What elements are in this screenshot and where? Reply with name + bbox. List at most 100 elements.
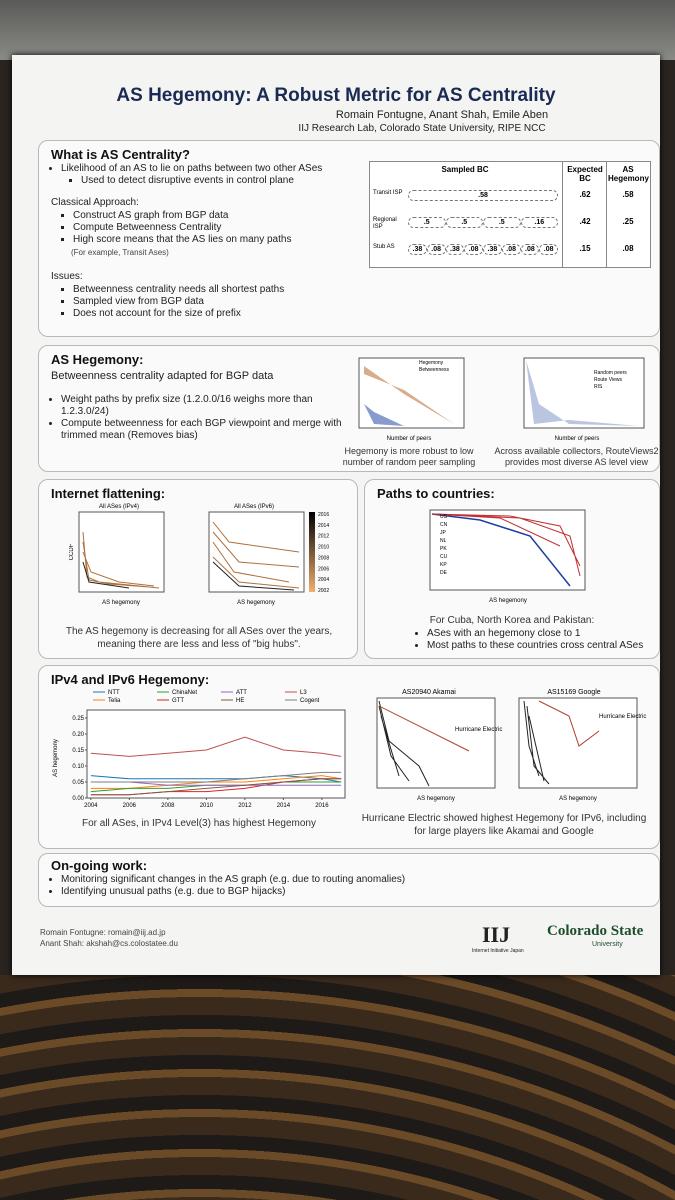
series-line	[90, 781, 342, 786]
contact: Romain Fontugne: romain@iij.ad.jp	[40, 928, 166, 937]
mini-chart: Number of peers Random peers Route Views…	[523, 357, 645, 442]
colorbar-ticks: 2016 2014 2012 2010 2008 2006 2004 2002	[318, 512, 329, 594]
table-cell: .62	[579, 190, 591, 199]
iij-logo: IIJ	[482, 922, 511, 947]
list-item: Most paths to these countries cross cent…	[427, 640, 667, 652]
y-tick-label: 0.20	[72, 732, 84, 738]
legend-label: DE	[440, 570, 448, 576]
legend-label: Cogent	[300, 698, 320, 704]
list-item: High score means that the AS lies on man…	[73, 234, 373, 246]
colorbar-tick: 2004	[318, 577, 329, 583]
csu-subtitle: University	[592, 941, 623, 948]
affiliation: IIJ Research Lab, Colorado State Univers…	[298, 123, 546, 134]
flattening-box: Internet flattening: All ASes (IPv4) All…	[38, 479, 358, 659]
list-item: Sampled view from BGP data	[73, 296, 373, 308]
plot-frame	[376, 697, 496, 789]
csu-logo: Colorado State	[547, 923, 644, 939]
band	[364, 404, 404, 426]
approach-title: Classical Approach:	[51, 197, 139, 208]
ipv-box: IPv4 and IPv6 Hegemony: 0.00 0.05 0.10 0.15…	[38, 665, 660, 849]
table-cell: .38	[483, 244, 502, 255]
chart-title: All ASes (IPv4)	[99, 504, 139, 510]
x-label: AS hegemony	[559, 796, 597, 802]
legend: Hegemony	[419, 360, 444, 366]
list-item: Monitoring significant changes in the AS…	[61, 874, 641, 886]
plot-frame	[208, 511, 305, 593]
x-tick-label: 2016	[315, 803, 329, 809]
caption: Across available collectors, RouteViews2…	[494, 446, 659, 467]
table-cell: .08	[539, 244, 558, 255]
curve	[523, 700, 550, 785]
divider	[606, 162, 607, 267]
x-tick-label: 2012	[238, 803, 252, 809]
legend-label: KP	[440, 562, 447, 568]
table-cell: AS Hegemony	[608, 165, 649, 183]
mini-charts: All ASes (IPv4) All ASes (IPv6) 2016 2014…	[69, 504, 329, 606]
ongoing-box: On-going work: Monitoring significant ch…	[38, 853, 660, 907]
list-item: Construct AS graph from BGP data	[73, 210, 373, 222]
legend-label: L3	[300, 690, 307, 696]
plot-frame	[86, 709, 346, 799]
legend-label: NL	[440, 538, 447, 544]
series-line	[90, 775, 342, 783]
legend: Random peers	[594, 370, 627, 376]
x-tick-label: 2008	[161, 803, 175, 809]
y-label: CCDF	[69, 543, 75, 560]
carpet	[0, 975, 675, 1200]
countries-list: ASes with an hegemony close to 1Most pat…	[415, 628, 667, 652]
colorbar-tick: 2012	[318, 534, 329, 540]
row-label: Regional ISP	[373, 217, 397, 230]
caption: Hegemony is more robust to low number of…	[342, 446, 476, 467]
curve	[431, 513, 571, 587]
table-cell: .08	[426, 244, 446, 255]
caption: The AS hegemony is decreasing for all AS…	[65, 626, 333, 650]
line-chart: 0.00 0.05 0.10 0.15 0.20 0.25 2004 2006 2008 2010…	[53, 690, 346, 809]
legend-label: PK	[440, 546, 447, 552]
chart-title: AS15169 Google	[547, 689, 600, 696]
series-line	[90, 771, 342, 783]
legend: Route Views	[594, 377, 622, 383]
poster: AS Hegemony: A Robust Metric for AS Cent…	[12, 55, 660, 975]
intro-list: Likelihood of an AS to lie on paths betw…	[49, 163, 361, 175]
table-cell: .38	[408, 244, 427, 255]
legend-label: HE	[236, 698, 244, 704]
title: AS Hegemony: A Robust Metric for AS Cent…	[116, 85, 556, 106]
series-line	[90, 778, 342, 796]
band	[364, 366, 454, 424]
legend-label: CU	[440, 554, 448, 560]
colorbar-tick: 2016	[318, 512, 329, 518]
section-title: AS Hegemony:	[51, 352, 144, 367]
y-tick-label: 0.00	[72, 796, 84, 802]
legend: RIS	[594, 384, 603, 390]
table-cell: .08	[520, 244, 540, 255]
curve	[212, 561, 295, 591]
divider	[562, 162, 563, 267]
curve	[431, 513, 581, 577]
y-tick-label: 0.10	[72, 764, 84, 770]
centrality-box: What is AS Centrality? Likelihood of an …	[38, 140, 660, 337]
table-cell: .5	[408, 217, 446, 228]
legend-label: ATT	[236, 690, 247, 696]
x-tick-label: 2006	[123, 803, 137, 809]
legend-label: ChinaNet	[172, 690, 197, 696]
list-item: Likelihood of an AS to lie on paths betw…	[61, 163, 361, 175]
list-item: Betweenness centrality needs all shortes…	[73, 284, 373, 296]
table-cell: .38	[445, 244, 465, 255]
ceiling	[0, 0, 675, 60]
ongoing-list: Monitoring significant changes in the AS…	[49, 874, 641, 898]
table-cell: .08	[622, 244, 634, 253]
list-item: Weight paths by prefix size (1.2.0.0/16 …	[61, 394, 351, 418]
intro-sub-list: Used to detect disruptive events in cont…	[69, 175, 381, 187]
colorbar-tick: 2014	[318, 523, 329, 529]
colorbar-tick: 2002	[318, 588, 329, 594]
table-cell: .08	[501, 244, 521, 255]
y-tick-label: 0.05	[72, 780, 84, 786]
legend: Betweenness	[419, 367, 450, 373]
table-cell: Sampled BC	[441, 165, 489, 174]
approach-note: (For example, Transit Ases)	[71, 248, 169, 257]
legend-label: US	[440, 514, 448, 520]
legend-label: Telia	[108, 698, 121, 704]
list-item: Identifying unusual paths (e.g. due to B…	[61, 886, 641, 898]
iij-subtitle: Internet Initiative Japan	[472, 948, 524, 954]
